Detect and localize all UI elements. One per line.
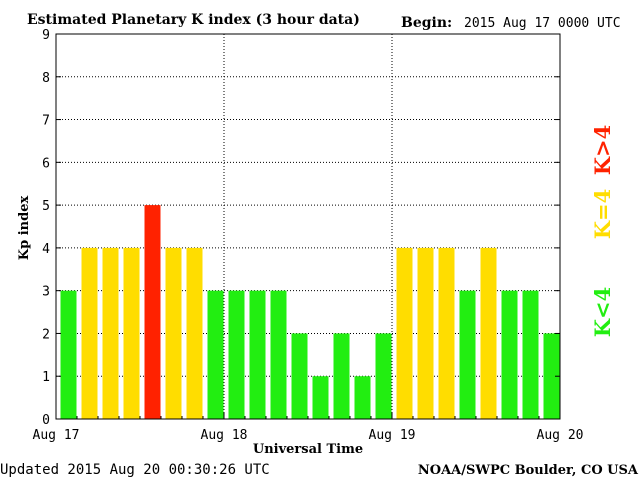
kp-bar: [207, 290, 224, 419]
kp-bar: [459, 290, 476, 419]
kp-bar: [522, 290, 539, 419]
legend-high: K>4: [590, 125, 615, 175]
kp-bar: [543, 333, 560, 419]
y-tick-label: 6: [42, 156, 50, 171]
y-tick-label: 3: [42, 285, 50, 300]
kp-bar: [438, 247, 455, 419]
y-tick-label: 1: [42, 370, 50, 385]
kp-bar: [144, 205, 161, 419]
kp-bar: [81, 247, 98, 419]
begin-label: Begin:: [401, 15, 452, 31]
source-credit: NOAA/SWPC Boulder, CO USA: [418, 463, 639, 478]
bars: [60, 205, 560, 419]
y-tick-label: 5: [42, 199, 50, 214]
kp-bar: [270, 290, 287, 419]
kp-bar: [480, 247, 497, 419]
kp-bar: [375, 333, 392, 419]
kp-bar: [417, 247, 434, 419]
kp-bar: [102, 247, 119, 419]
y-tick-label: 0: [42, 413, 50, 428]
y-axis-title: Kp index: [17, 196, 32, 261]
begin-value: 2015 Aug 17 0000 UTC: [464, 16, 621, 31]
kp-bar: [354, 376, 371, 419]
kp-bar: [501, 290, 518, 419]
y-axis-ticks: 0 1 2 3 4 5 6 7 8 9: [42, 28, 560, 428]
x-axis-title: Universal Time: [253, 442, 363, 457]
x-tick-label: Aug 19: [369, 428, 416, 443]
kp-bar: [396, 247, 413, 419]
legend-low: K<4: [590, 287, 615, 337]
y-tick-label: 4: [42, 242, 50, 257]
kp-bar: [186, 247, 203, 419]
kp-bar: [291, 333, 308, 419]
kp-bar: [60, 290, 77, 419]
kp-bar: [312, 376, 329, 419]
y-tick-label: 7: [42, 114, 50, 129]
kp-bar: [249, 290, 266, 419]
x-tick-label: Aug 18: [201, 428, 248, 443]
kp-bar: [228, 290, 245, 419]
legend-mid: K=4: [590, 189, 615, 239]
x-axis-ticks: Aug 17 Aug 18 Aug 19 Aug 20: [33, 413, 584, 443]
y-tick-label: 9: [42, 28, 50, 43]
y-tick-label: 8: [42, 71, 50, 86]
x-tick-label: Aug 20: [537, 428, 584, 443]
kp-bar: [123, 247, 140, 419]
kp-bar: [165, 247, 182, 419]
updated-timestamp: Updated 2015 Aug 20 00:30:26 UTC: [0, 462, 270, 478]
y-tick-label: 2: [42, 327, 50, 342]
kp-bar: [333, 333, 350, 419]
x-tick-label: Aug 17: [33, 428, 80, 443]
chart-title: Estimated Planetary K index (3 hour data…: [27, 12, 360, 28]
grid-lines: [56, 34, 560, 419]
